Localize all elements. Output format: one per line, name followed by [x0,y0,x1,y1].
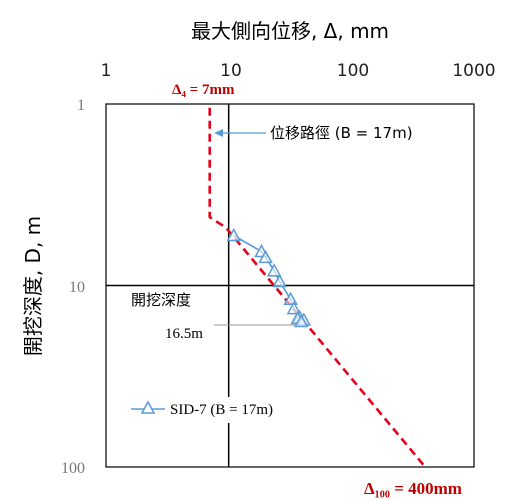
x-tick-labels: 1 10 100 1000 [101,61,496,81]
series-layer [208,107,427,468]
x-tick-label: 100 [337,61,369,81]
legend-label: SID-7 (B = 17m) [170,402,273,418]
delta-100-annotation: Δ₁₀₀ = 400mm [364,479,462,498]
sid7-triangle-marker [293,313,309,328]
sid7-triangle-marker [272,273,287,288]
path-label: 位移路徑 (B = 17m) [270,124,413,142]
sid7-triangle-marker [266,263,282,277]
excavation-label-bg [127,288,221,312]
y-tick-label: 1 [77,97,85,114]
legend: SID-7 (B = 17m) [127,397,337,423]
sid7-triangle-marker [286,301,302,315]
excavation-label: 開挖深度 [131,291,191,309]
y-tick-label: 100 [61,460,85,477]
legend-bg [127,397,337,423]
sid7-triangle-marker [258,249,273,264]
excavation-depth-label: 16.5m [165,326,203,342]
y-tick-label: 10 [69,279,85,296]
legend-marker-triangle [140,400,156,414]
x-tick-label: 1000 [452,61,495,81]
sid7-triangle-marker [226,227,242,242]
y-axis-title: 開挖深度, D, m [21,216,45,356]
x-tick-label: 1 [101,61,112,81]
series-path-dashed [208,107,427,468]
y-tick-labels: 1 10 100 [61,97,85,477]
chart-title: 最大側向位移, Δ, mm [191,19,389,43]
x-tick-label: 10 [220,61,242,81]
path-label-arrowhead [214,129,223,137]
delta-4-annotation: Δ₄ = 7mm [172,82,235,98]
